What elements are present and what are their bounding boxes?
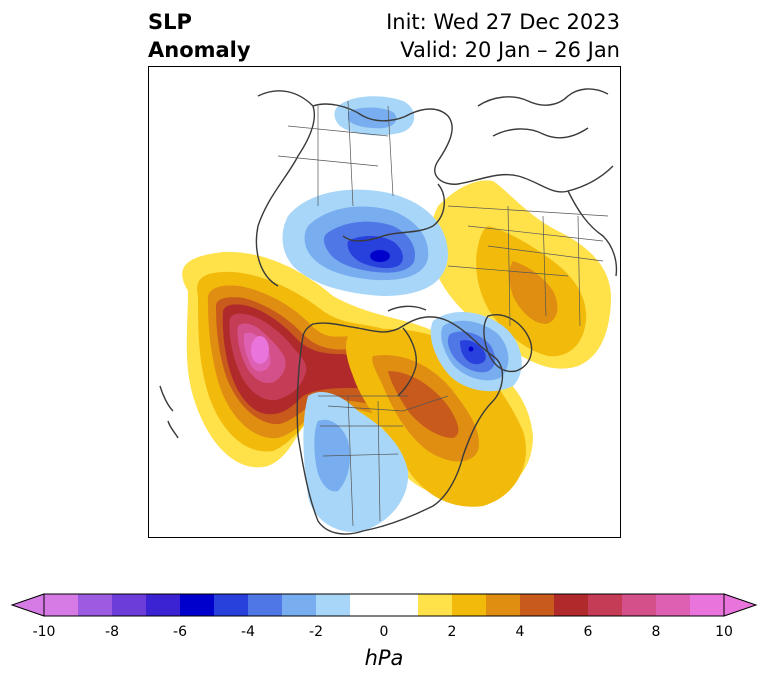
colorbar-extend-min	[10, 593, 45, 617]
siberia-high-anomaly	[429, 180, 611, 369]
colorbar-extend-max	[723, 593, 758, 617]
colorbar-tick-label: -2	[309, 624, 323, 640]
colorbar-bin	[350, 594, 419, 616]
colorbar-tick-label: 4	[515, 624, 525, 640]
coastlines	[159, 88, 618, 535]
colorbar-bin	[520, 594, 555, 616]
colorbar-tick-label: -6	[173, 624, 187, 640]
colorbar-bin	[214, 594, 249, 616]
colorbar-bin	[112, 594, 147, 616]
valid-range: Valid: 20 Jan – 26 Jan	[400, 38, 620, 62]
colorbar-bin	[656, 594, 691, 616]
map-title: SLP Anomaly	[148, 8, 251, 64]
colorbar-bin	[146, 594, 181, 616]
colorbar-tick-label: 0	[379, 624, 389, 640]
colorbar-tick-label: 6	[583, 624, 593, 640]
colorbar-bin	[486, 594, 521, 616]
colorbar-tick-label: -4	[241, 624, 255, 640]
colorbar-tick-label: -10	[32, 624, 56, 640]
colorbar-units: hPa	[364, 646, 404, 670]
colorbar-bin	[316, 594, 351, 616]
anomaly-map	[148, 66, 621, 538]
map-frame	[148, 66, 621, 538]
init-date: Init: Wed 27 Dec 2023	[386, 10, 620, 34]
colorbar-tick-label: 10	[715, 624, 733, 640]
colorbar-bin	[690, 594, 725, 616]
colorbar	[10, 593, 758, 617]
map-dates: Init: Wed 27 Dec 2023 Valid: 20 Jan – 26…	[386, 8, 620, 64]
colorbar-bin	[554, 594, 589, 616]
colorbar-tick-label: -8	[105, 624, 119, 640]
title-field: Anomaly	[148, 38, 251, 62]
colorbar-bin	[180, 594, 215, 616]
colorbar-bin	[622, 594, 657, 616]
greenland-low-anomaly	[430, 311, 522, 392]
colorbar-bin	[452, 594, 487, 616]
title-variable: SLP	[148, 10, 192, 34]
country-borders	[277, 100, 609, 527]
arctic-low-anomaly	[282, 189, 448, 296]
colorbar-bin	[248, 594, 283, 616]
colorbar-bin	[418, 594, 453, 616]
colorbar-frame	[43, 593, 725, 617]
colorbar-ticks: -10 -8 -6 -4 -2 0 2 4 6 8 10	[0, 624, 768, 644]
colorbar-tick-label: 2	[447, 624, 457, 640]
colorbar-bin	[78, 594, 113, 616]
colorbar-bin	[282, 594, 317, 616]
colorbar-bin	[588, 594, 623, 616]
colorbar-tick-label: 8	[651, 624, 661, 640]
colorbar-bin	[44, 594, 79, 616]
europe-low-anomaly-core	[348, 107, 397, 129]
